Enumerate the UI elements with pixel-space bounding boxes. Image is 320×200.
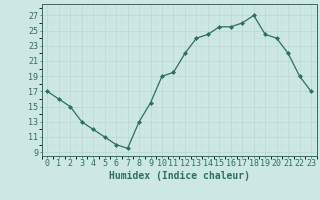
X-axis label: Humidex (Indice chaleur): Humidex (Indice chaleur) — [109, 171, 250, 181]
